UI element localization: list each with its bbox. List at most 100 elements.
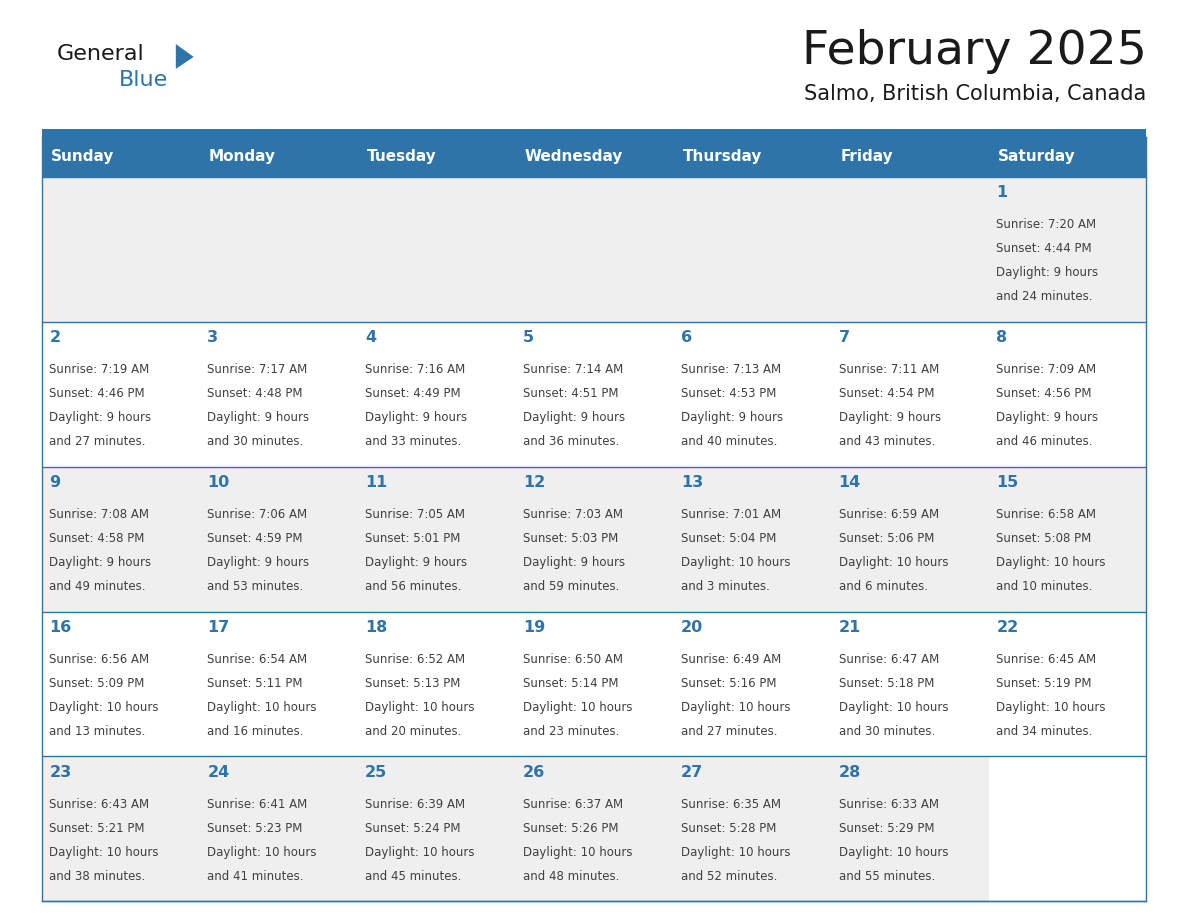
Text: Sunrise: 7:19 AM: Sunrise: 7:19 AM	[50, 363, 150, 375]
Bar	[42, 611, 200, 756]
Bar	[672, 756, 830, 901]
Text: Daylight: 9 hours: Daylight: 9 hours	[365, 410, 467, 424]
Bar	[672, 611, 830, 756]
Bar	[988, 466, 1146, 611]
Text: and 3 minutes.: and 3 minutes.	[681, 579, 770, 593]
Bar	[358, 137, 516, 176]
Bar	[42, 129, 1146, 137]
Text: and 13 minutes.: and 13 minutes.	[50, 724, 146, 737]
Text: 24: 24	[207, 766, 229, 780]
Bar	[200, 176, 358, 321]
Text: 17: 17	[207, 621, 229, 635]
Text: Daylight: 9 hours: Daylight: 9 hours	[523, 410, 625, 424]
Text: Sunrise: 6:54 AM: Sunrise: 6:54 AM	[207, 653, 308, 666]
Text: Sunrise: 7:08 AM: Sunrise: 7:08 AM	[50, 508, 150, 521]
Text: Sunrise: 7:14 AM: Sunrise: 7:14 AM	[523, 363, 624, 375]
Text: and 23 minutes.: and 23 minutes.	[523, 724, 619, 737]
Text: 25: 25	[365, 766, 387, 780]
Text: Sunset: 5:13 PM: Sunset: 5:13 PM	[365, 677, 461, 689]
Text: and 49 minutes.: and 49 minutes.	[50, 579, 146, 593]
Bar	[516, 611, 672, 756]
Text: 26: 26	[523, 766, 545, 780]
Bar	[988, 137, 1146, 176]
Text: Daylight: 9 hours: Daylight: 9 hours	[50, 410, 152, 424]
Bar	[830, 466, 988, 611]
Bar	[830, 611, 988, 756]
Text: Daylight: 10 hours: Daylight: 10 hours	[681, 700, 790, 713]
Text: 18: 18	[365, 621, 387, 635]
Text: Sunrise: 7:11 AM: Sunrise: 7:11 AM	[839, 363, 939, 375]
Bar	[516, 756, 672, 901]
Bar	[358, 756, 516, 901]
Bar	[516, 137, 672, 176]
Text: 15: 15	[997, 476, 1019, 490]
Text: Tuesday: Tuesday	[367, 149, 436, 164]
Text: Daylight: 10 hours: Daylight: 10 hours	[997, 700, 1106, 713]
Bar	[672, 321, 830, 466]
Text: Daylight: 10 hours: Daylight: 10 hours	[681, 555, 790, 568]
Bar	[200, 466, 358, 611]
Bar	[516, 466, 672, 611]
Text: Sunset: 4:54 PM: Sunset: 4:54 PM	[839, 386, 934, 399]
Text: Sunrise: 7:13 AM: Sunrise: 7:13 AM	[681, 363, 781, 375]
Text: Sunrise: 6:33 AM: Sunrise: 6:33 AM	[839, 798, 939, 811]
Bar	[672, 176, 830, 321]
Text: Daylight: 9 hours: Daylight: 9 hours	[207, 410, 309, 424]
Text: and 24 minutes.: and 24 minutes.	[997, 290, 1093, 303]
Bar	[988, 321, 1146, 466]
Text: and 34 minutes.: and 34 minutes.	[997, 724, 1093, 737]
Text: Sunset: 5:16 PM: Sunset: 5:16 PM	[681, 677, 776, 689]
Text: Sunset: 5:01 PM: Sunset: 5:01 PM	[365, 532, 461, 544]
Text: Sunrise: 7:16 AM: Sunrise: 7:16 AM	[365, 363, 466, 375]
Text: Sunrise: 6:39 AM: Sunrise: 6:39 AM	[365, 798, 466, 811]
Text: and 33 minutes.: and 33 minutes.	[365, 434, 461, 448]
Text: Thursday: Thursday	[682, 149, 762, 164]
Text: and 46 minutes.: and 46 minutes.	[997, 434, 1093, 448]
Text: 14: 14	[839, 476, 861, 490]
Text: Daylight: 9 hours: Daylight: 9 hours	[839, 410, 941, 424]
Text: Sunset: 5:09 PM: Sunset: 5:09 PM	[50, 677, 145, 689]
Text: Daylight: 10 hours: Daylight: 10 hours	[523, 700, 632, 713]
Text: Sunset: 4:56 PM: Sunset: 4:56 PM	[997, 386, 1092, 399]
Text: Sunrise: 6:45 AM: Sunrise: 6:45 AM	[997, 653, 1097, 666]
Text: Saturday: Saturday	[998, 149, 1076, 164]
Text: Daylight: 9 hours: Daylight: 9 hours	[365, 555, 467, 568]
Bar	[200, 137, 358, 176]
Text: Daylight: 9 hours: Daylight: 9 hours	[523, 555, 625, 568]
Text: Sunset: 5:23 PM: Sunset: 5:23 PM	[207, 822, 303, 834]
Bar	[358, 176, 516, 321]
Text: Sunrise: 7:20 AM: Sunrise: 7:20 AM	[997, 218, 1097, 230]
Text: 7: 7	[839, 330, 849, 345]
Text: Sunset: 5:03 PM: Sunset: 5:03 PM	[523, 532, 618, 544]
Bar	[42, 321, 200, 466]
Text: Blue: Blue	[119, 70, 168, 90]
Text: 1: 1	[997, 185, 1007, 200]
Text: and 27 minutes.: and 27 minutes.	[50, 434, 146, 448]
Text: and 40 minutes.: and 40 minutes.	[681, 434, 777, 448]
Text: 5: 5	[523, 330, 535, 345]
Text: 8: 8	[997, 330, 1007, 345]
Text: February 2025: February 2025	[802, 29, 1146, 74]
Text: and 20 minutes.: and 20 minutes.	[365, 724, 461, 737]
Text: 20: 20	[681, 621, 703, 635]
Text: 22: 22	[997, 621, 1019, 635]
Bar	[830, 137, 988, 176]
Bar	[358, 611, 516, 756]
Text: 23: 23	[50, 766, 71, 780]
Text: and 53 minutes.: and 53 minutes.	[207, 579, 304, 593]
Text: Daylight: 10 hours: Daylight: 10 hours	[839, 555, 948, 568]
Text: Daylight: 10 hours: Daylight: 10 hours	[365, 700, 475, 713]
Text: Daylight: 9 hours: Daylight: 9 hours	[997, 410, 1099, 424]
Text: Sunset: 5:24 PM: Sunset: 5:24 PM	[365, 822, 461, 834]
Text: Sunset: 5:26 PM: Sunset: 5:26 PM	[523, 822, 619, 834]
Text: and 10 minutes.: and 10 minutes.	[997, 579, 1093, 593]
Text: Wednesday: Wednesday	[525, 149, 623, 164]
Bar	[830, 321, 988, 466]
Text: Sunset: 5:21 PM: Sunset: 5:21 PM	[50, 822, 145, 834]
Text: and 52 minutes.: and 52 minutes.	[681, 869, 777, 882]
Text: Sunrise: 7:06 AM: Sunrise: 7:06 AM	[207, 508, 308, 521]
Text: Sunset: 5:19 PM: Sunset: 5:19 PM	[997, 677, 1092, 689]
Text: Friday: Friday	[840, 149, 893, 164]
Text: Daylight: 9 hours: Daylight: 9 hours	[681, 410, 783, 424]
Text: Sunset: 4:44 PM: Sunset: 4:44 PM	[997, 241, 1092, 255]
